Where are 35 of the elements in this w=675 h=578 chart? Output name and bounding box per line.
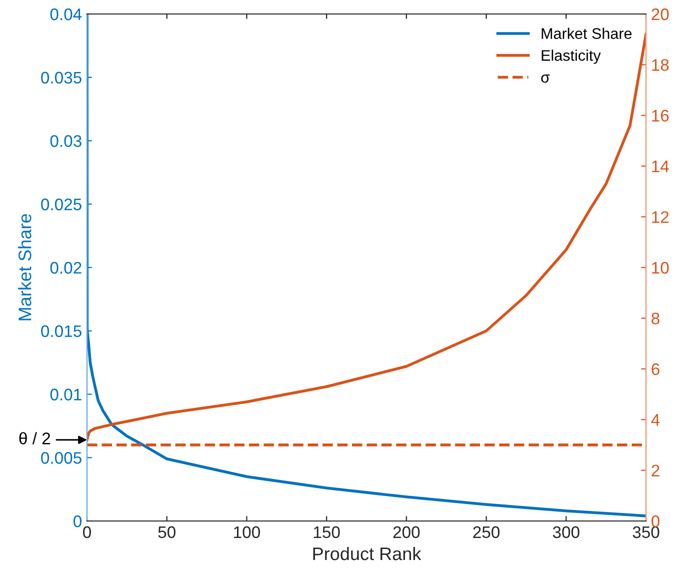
x-tick-label: 100 — [234, 526, 260, 538]
y2-tick-label: 18 — [652, 59, 669, 71]
x-tick-label: 0 — [83, 526, 91, 538]
legend-label: Elasticity — [542, 50, 601, 64]
y-tick-label: 0.025 — [41, 198, 82, 210]
legend-label: σ — [541, 74, 550, 83]
y2-tick-label: 0 — [652, 515, 660, 528]
y-tick-label: 0.015 — [41, 325, 82, 338]
y-tick-label: 0.04 — [50, 8, 82, 20]
y2-tick-label: 20 — [652, 8, 669, 20]
y2-tick-label: 2 — [652, 464, 660, 476]
y-tick-label: 0.035 — [41, 72, 82, 84]
x-tick-label: 300 — [552, 526, 580, 538]
text: θ / 2 — [19, 432, 50, 444]
y-tick-label: 0.005 — [41, 452, 82, 464]
y2-tick-label: 4 — [651, 414, 660, 426]
line-series — [87, 14, 646, 518]
y-tick-label: 0.03 — [50, 135, 82, 147]
y2-tick-label: 12 — [652, 211, 669, 223]
x-axis-title: Product Rank — [313, 546, 422, 560]
x-tick-label: 150 — [314, 526, 340, 538]
y2-tick-label: 16 — [652, 110, 669, 122]
x-tick-label: 350 — [632, 526, 660, 538]
y-tick-label: 0 — [74, 515, 82, 528]
y-axis-title: Market Share — [18, 214, 32, 320]
legend-label: Market Share — [542, 28, 632, 39]
y2-tick-label: 6 — [652, 363, 660, 376]
x-tick-label: 200 — [393, 526, 420, 538]
x-tick-label: 50 — [158, 526, 176, 538]
x-tick-label: 250 — [473, 526, 500, 538]
y-tick-label: 0.01 — [50, 388, 82, 400]
y2-tick-label: 10 — [652, 262, 669, 274]
y2-tick-label: 14 — [652, 160, 669, 172]
y2-tick-label: 8 — [652, 312, 660, 324]
y-tick-label: 0.02 — [50, 262, 82, 274]
